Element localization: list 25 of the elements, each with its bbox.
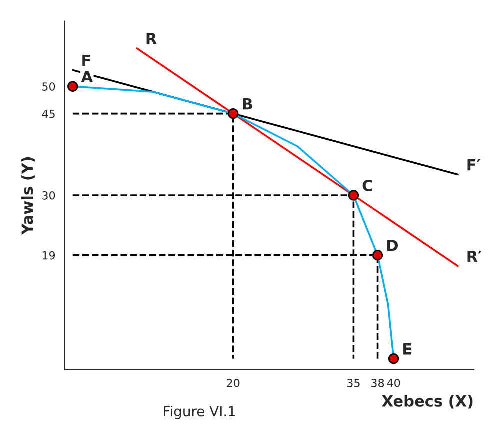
annotation: F′ bbox=[468, 160, 480, 171]
annotation: A bbox=[81, 71, 93, 82]
point bbox=[68, 81, 78, 92]
x-axis-title: Xebecs (X) bbox=[382, 395, 473, 409]
point bbox=[348, 190, 360, 201]
y-axis-title: Yawls (Y) bbox=[21, 157, 35, 236]
annotation: B bbox=[243, 98, 252, 110]
annotation: F bbox=[82, 54, 90, 66]
x-tick-label: 40 bbox=[387, 378, 400, 388]
y-tick-label: 19 bbox=[42, 251, 56, 260]
point bbox=[372, 250, 384, 261]
point bbox=[388, 354, 400, 364]
x-tick-label: 20 bbox=[227, 378, 240, 388]
x-tick-label: 35 bbox=[347, 378, 360, 388]
y-tick-label: 45 bbox=[42, 110, 55, 118]
point bbox=[228, 108, 239, 120]
x-tick-label: 38 bbox=[372, 378, 384, 388]
annotation: D bbox=[388, 240, 398, 252]
annotation: C bbox=[362, 180, 372, 192]
y-tick-label: 30 bbox=[42, 191, 56, 200]
annotation: E bbox=[404, 344, 412, 355]
annotation: R′ bbox=[468, 250, 482, 262]
annotation: R bbox=[146, 33, 157, 44]
y-tick-label: 50 bbox=[42, 82, 56, 91]
text: Figure VI.1 bbox=[164, 406, 236, 420]
